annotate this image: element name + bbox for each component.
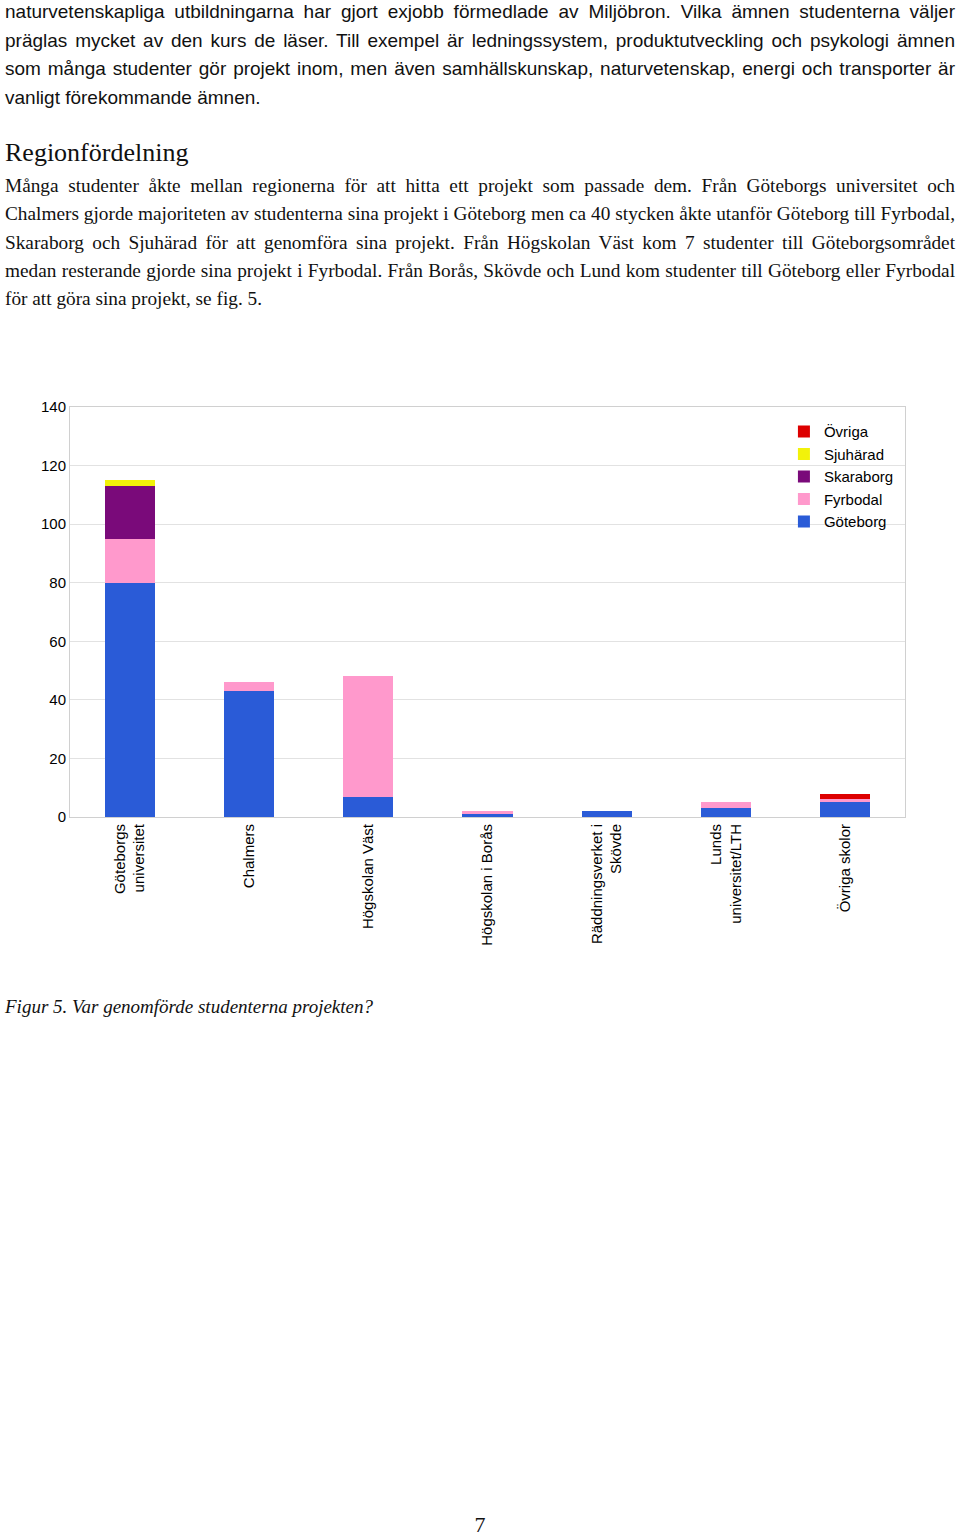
svg-text:Högskolan Väst: Högskolan Väst (359, 823, 376, 929)
svg-text:Räddningsverket iSkövde: Räddningsverket iSkövde (588, 824, 625, 944)
svg-text:140: 140 (41, 398, 66, 415)
svg-text:20: 20 (49, 750, 66, 767)
svg-text:Sjuhärad: Sjuhärad (824, 446, 884, 463)
html-text:7: 7 (474, 1512, 486, 1537)
svg-text:Fyrbodal: Fyrbodal (824, 491, 882, 508)
svg-text:120: 120 (41, 457, 66, 474)
svg-text:60: 60 (49, 633, 66, 650)
svg-text:Göteborg: Göteborg (824, 513, 887, 530)
svg-text:Skaraborg: Skaraborg (824, 468, 893, 485)
svg-text:40: 40 (49, 691, 66, 708)
svg-text:100: 100 (41, 515, 66, 532)
svg-text:Övriga: Övriga (824, 423, 869, 440)
svg-text:Högskolan i Borås: Högskolan i Borås (478, 824, 495, 946)
html-text:Många studenter åkte mellan re: Många studenter åkte mellan regionerna f… (5, 175, 955, 310)
svg-text:Chalmers: Chalmers (240, 824, 257, 888)
html-text:naturvetenskapliga utbildninga: naturvetenskapliga utbildningarna har gj… (5, 1, 955, 108)
svg-text:Övriga skolor: Övriga skolor (836, 824, 853, 912)
html-text:Figur 5. Var genomförde studen: Figur 5. Var genomförde studenterna proj… (5, 996, 373, 1017)
svg-text:80: 80 (49, 574, 66, 591)
svg-text:0: 0 (58, 808, 66, 825)
html-text:Regionfördelning: Regionfördelning (5, 138, 189, 167)
svg-text:Göteborgsuniversitet: Göteborgsuniversitet (111, 823, 148, 894)
svg-text:Lundsuniversitet/LTH: Lundsuniversitet/LTH (707, 824, 744, 924)
